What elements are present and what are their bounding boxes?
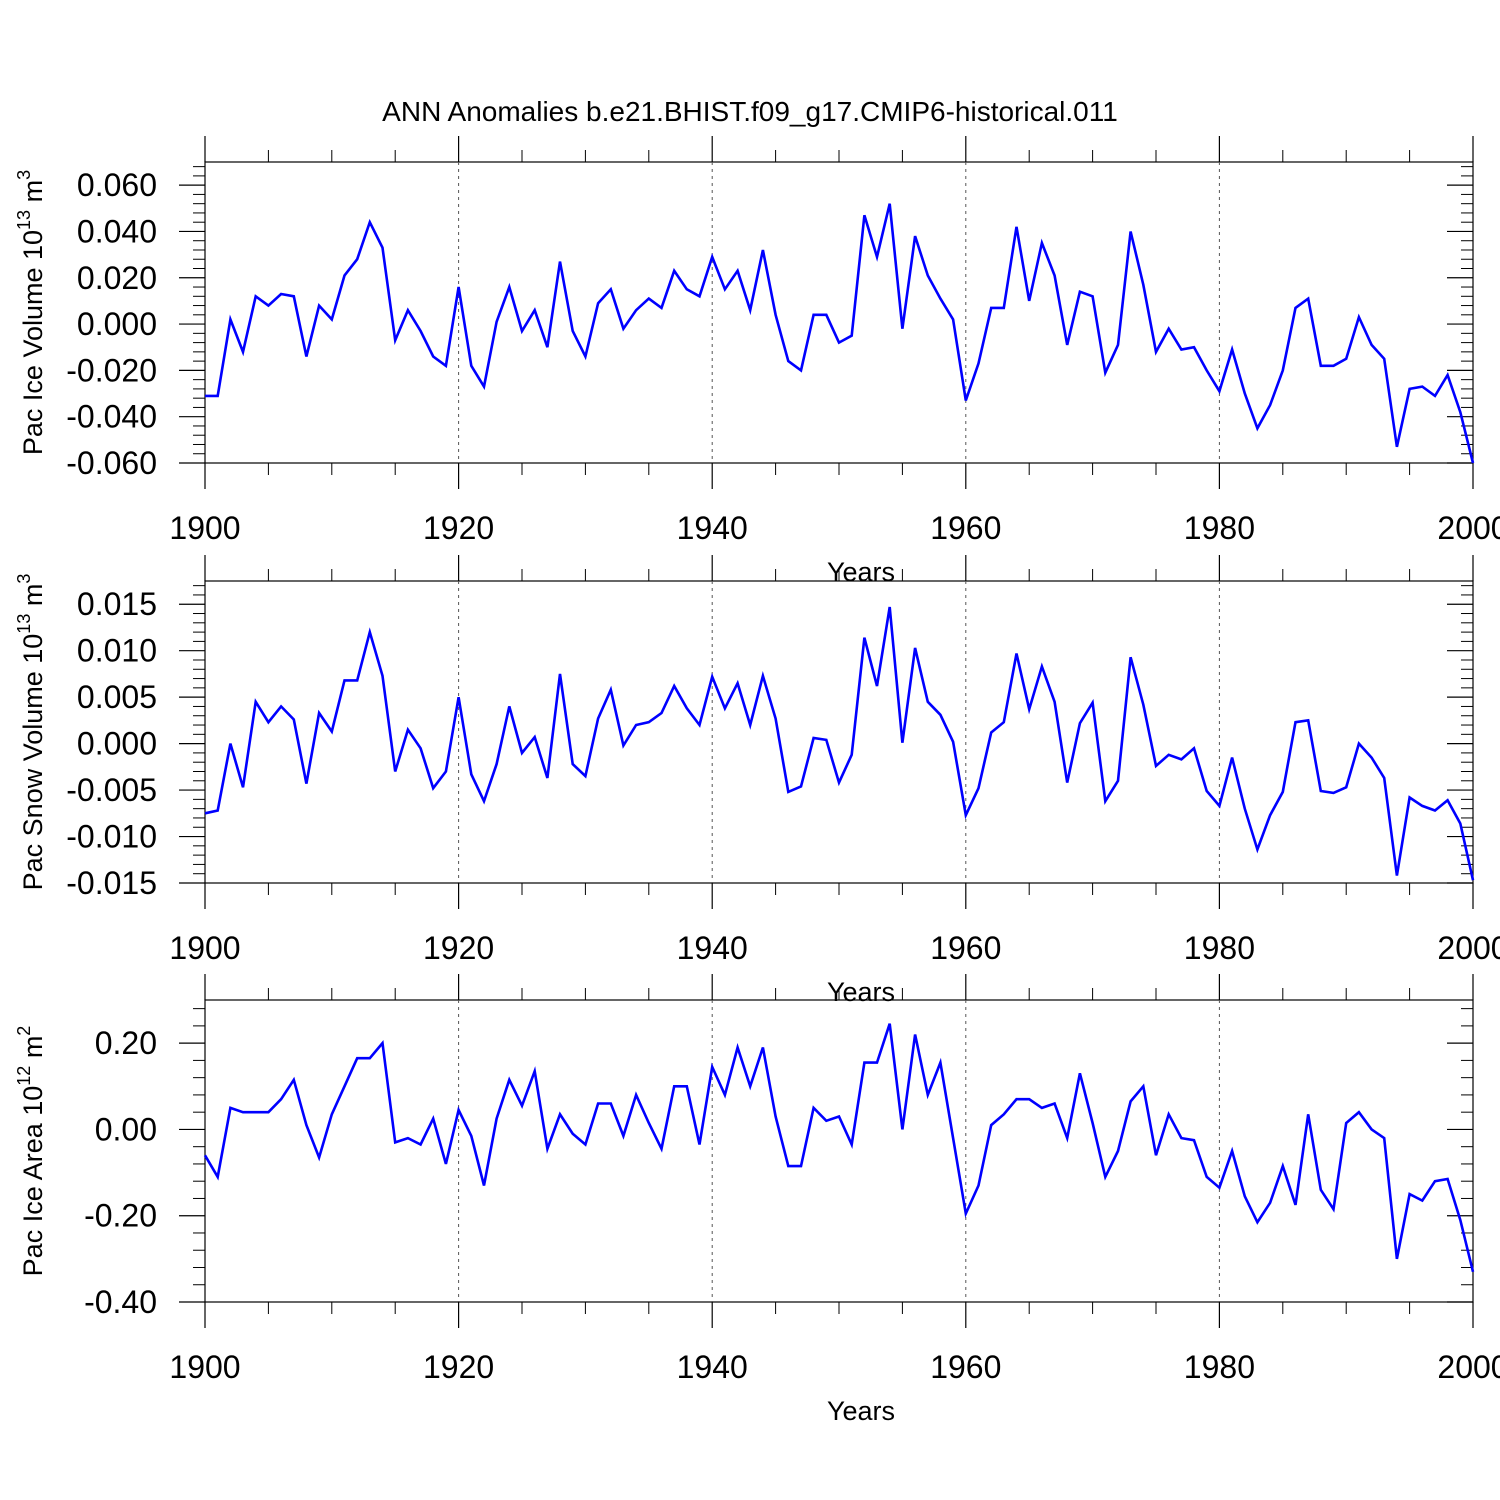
x-tick-label: 1920 — [423, 510, 494, 546]
series-line — [203, 1023, 1475, 1273]
y-tick-label: -0.20 — [84, 1198, 157, 1234]
x-tick-label: 1980 — [1184, 510, 1255, 546]
y-axis-label-main: Pac Ice Volume 10 — [18, 230, 48, 455]
x-axis-label: Years — [827, 557, 895, 587]
chart-panel-1: 1900 1920 1940 1960 1980 2000 -0.060 -0.040 -0.0… — [14, 136, 1500, 587]
y-axis-label-exponent: 13 — [14, 614, 34, 634]
figure-title: ANN Anomalies b.e21.BHIST.f09_g17.CMIP6-… — [382, 96, 1118, 127]
x-tick-label: 2000 — [1437, 930, 1500, 966]
y-tick-label: 0.20 — [95, 1025, 157, 1061]
y-axis-label-exponent: 12 — [14, 1066, 34, 1086]
y-axis-label: Pac Ice Area 1012 m2 — [14, 1026, 48, 1277]
chart-panel-2: 1900 1920 1940 1960 1980 2000 -0.015 -0.010 -0.0… — [14, 555, 1500, 1007]
x-tick-label: 1900 — [169, 930, 240, 966]
y-tick-label: -0.060 — [66, 445, 157, 481]
x-tick-label: 1940 — [677, 930, 748, 966]
y-tick-label: -0.020 — [66, 352, 157, 388]
x-tick-label: 1900 — [169, 1349, 240, 1385]
y-tick-label: -0.010 — [66, 819, 157, 855]
plot-frame — [204, 580, 1474, 884]
y-axis-label-main: Pac Snow Volume 10 — [18, 634, 48, 891]
y-tick-label: 0.000 — [77, 726, 157, 762]
x-tick-label: 1920 — [423, 930, 494, 966]
chart-panel-3: 1900 1920 1940 1960 1980 2000 -0.40 -0.20 0.00 0.… — [14, 974, 1500, 1426]
x-tick-label: 1960 — [930, 1349, 1001, 1385]
x-tick-label: 1980 — [1184, 1349, 1255, 1385]
series-line — [204, 606, 1475, 881]
y-tick-label: 0.015 — [77, 586, 157, 622]
y-tick-label: 0.00 — [95, 1111, 157, 1147]
x-tick-label: 1920 — [423, 1349, 494, 1385]
y-axis-label-unit: m — [18, 1036, 48, 1066]
x-tick-label: 1960 — [930, 930, 1001, 966]
y-tick-label: 0.020 — [77, 260, 157, 296]
y-tick-label: -0.40 — [84, 1284, 157, 1320]
y-tick-label: -0.005 — [66, 772, 157, 808]
plot-frame — [204, 161, 1474, 464]
x-tick-label: 1960 — [930, 510, 1001, 546]
x-tick-label: 2000 — [1437, 510, 1500, 546]
x-axis-label: Years — [827, 977, 895, 1007]
y-tick-label: -0.015 — [66, 865, 157, 901]
x-tick-label: 2000 — [1437, 1349, 1500, 1385]
y-tick-label: 0.000 — [77, 306, 157, 342]
y-axis-label-unit: m — [18, 180, 48, 210]
x-tick-label: 1940 — [677, 1349, 748, 1385]
y-tick-label: 0.010 — [77, 633, 157, 669]
series-line — [205, 203, 1475, 464]
y-axis-label-exponent: 13 — [14, 210, 34, 230]
y-axis-label: Pac Snow Volume 1013 m3 — [14, 574, 48, 891]
y-axis-label-main: Pac Ice Area 10 — [18, 1086, 48, 1277]
plot-frame — [204, 999, 1474, 1303]
y-axis-label-unit-exponent: 3 — [14, 574, 34, 584]
x-tick-label: 1900 — [169, 510, 240, 546]
x-tick-label: 1940 — [677, 510, 748, 546]
y-tick-label: 0.005 — [77, 679, 157, 715]
y-axis-label-unit-exponent: 3 — [14, 170, 34, 180]
y-axis-label-unit-exponent: 2 — [14, 1026, 34, 1036]
x-axis-label: Years — [827, 1396, 895, 1426]
x-tick-label: 1980 — [1184, 930, 1255, 966]
y-tick-label: 0.060 — [77, 167, 157, 203]
y-axis-label: Pac Ice Volume 1013 m3 — [14, 170, 48, 455]
y-tick-label: -0.040 — [66, 399, 157, 435]
y-tick-label: 0.040 — [77, 213, 157, 249]
y-axis-label-unit: m — [18, 584, 48, 614]
